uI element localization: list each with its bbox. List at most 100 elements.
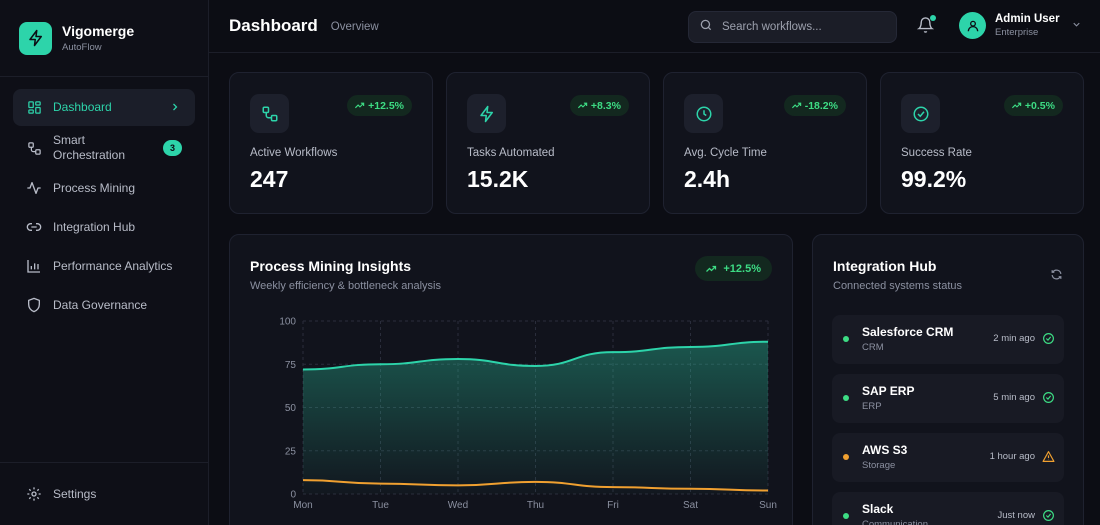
- status-dot: [843, 454, 849, 460]
- x-tick-label: Sun: [759, 500, 777, 511]
- trend-badge: -18.2%: [783, 95, 846, 116]
- integration-type: CRM: [862, 342, 884, 353]
- panel-title: Integration Hub: [833, 258, 937, 274]
- integration-hub-panel: Integration Hub Connected systems status…: [812, 234, 1084, 525]
- panel-subtitle: Connected systems status: [833, 280, 963, 292]
- sidebar-item-integration-hub[interactable]: Integration Hub: [13, 208, 195, 246]
- gear-icon: [26, 486, 42, 502]
- notification-badge: 3: [163, 140, 182, 156]
- sidebar-item-label: Dashboard: [53, 100, 112, 114]
- integration-time: 2 min ago: [993, 333, 1035, 344]
- check-circle-icon: [1042, 391, 1055, 409]
- stat-card-success-rate: +0.5% Success Rate 99.2%: [880, 72, 1084, 214]
- sidebar-nav: Dashboard Smart Orchestration 3 Process …: [0, 77, 208, 337]
- integration-time: 1 hour ago: [989, 451, 1035, 462]
- integration-item[interactable]: Salesforce CRM CRM 2 min ago: [832, 315, 1064, 364]
- stat-label: Avg. Cycle Time: [684, 147, 767, 159]
- stat-card-tasks-automated: +8.3% Tasks Automated 15.2K: [446, 72, 650, 214]
- breadcrumb: Overview: [330, 21, 379, 33]
- x-tick-label: Wed: [448, 500, 468, 511]
- trending-up-icon: [355, 102, 365, 109]
- trend-value: +12.5%: [723, 262, 761, 275]
- y-tick-label: 75: [285, 360, 297, 371]
- notification-dot: [930, 15, 936, 21]
- trend-badge: +0.5%: [1003, 95, 1063, 116]
- x-tick-label: Mon: [293, 500, 312, 511]
- app-name: Vigomerge: [62, 23, 135, 39]
- search-input[interactable]: [722, 21, 882, 33]
- shield-icon: [26, 297, 42, 313]
- check-circle-icon: [1042, 332, 1055, 350]
- panel-title: Process Mining Insights: [250, 258, 412, 274]
- sidebar-item-performance-analytics[interactable]: Performance Analytics: [13, 247, 195, 285]
- search-box: [688, 11, 897, 43]
- sidebar-item-smart-orchestration[interactable]: Smart Orchestration 3: [13, 128, 195, 168]
- activity-icon: [26, 180, 42, 196]
- sidebar-item-data-governance[interactable]: Data Governance: [13, 286, 195, 324]
- integration-item[interactable]: Slack Communication Just now: [832, 492, 1064, 525]
- link-icon: [26, 219, 42, 235]
- integration-item[interactable]: SAP ERP ERP 5 min ago: [832, 374, 1064, 423]
- x-tick-label: Fri: [607, 500, 619, 511]
- sidebar-item-settings[interactable]: Settings: [0, 462, 208, 525]
- integration-name: Salesforce CRM: [862, 325, 954, 339]
- trend-value: +0.5%: [1024, 99, 1055, 112]
- bell-icon[interactable]: [916, 15, 936, 36]
- trend-badge: +12.5%: [695, 256, 772, 281]
- integration-item[interactable]: AWS S3 Storage 1 hour ago: [832, 433, 1064, 482]
- stat-value: 15.2K: [467, 166, 529, 192]
- process-mining-chart: 0 25 50 75 100 Mon Tue Wed Thu Fri Sat Sun: [279, 317, 777, 512]
- refresh-icon[interactable]: [1050, 268, 1063, 286]
- integration-type: ERP: [862, 401, 882, 412]
- warning-icon: [1042, 450, 1055, 468]
- check-circle-icon: [1042, 509, 1055, 525]
- stat-value: 247: [250, 166, 289, 192]
- integration-type: Storage: [862, 460, 896, 471]
- app-subtitle: AutoFlow: [62, 42, 102, 53]
- y-tick-label: 100: [279, 317, 296, 328]
- trend-value: +12.5%: [368, 99, 404, 112]
- brand: Vigomerge AutoFlow: [0, 0, 208, 77]
- y-tick-label: 50: [285, 403, 297, 414]
- user-menu[interactable]: Admin User Enterprise: [959, 12, 1082, 39]
- lightning-icon: [19, 21, 52, 55]
- top-bar: Dashboard Overview Admin User Enterprise: [209, 0, 1100, 53]
- stat-card-cycle-time: -18.2% Avg. Cycle Time 2.4h: [663, 72, 867, 214]
- trending-up-icon: [791, 102, 801, 109]
- integration-name: SAP ERP: [862, 384, 915, 398]
- sidebar-item-dashboard[interactable]: Dashboard: [13, 89, 195, 126]
- process-mining-panel: Process Mining Insights Weekly efficienc…: [229, 234, 793, 525]
- stat-label: Success Rate: [901, 147, 972, 159]
- search-icon: [699, 18, 713, 37]
- area-fill: [303, 341, 768, 494]
- x-tick-label: Tue: [372, 500, 389, 511]
- trending-up-icon: [1011, 102, 1022, 109]
- trend-value: +8.3%: [590, 99, 621, 112]
- layout-grid-icon: [26, 100, 42, 116]
- stat-card-active-workflows: +12.5% Active Workflows 247: [229, 72, 433, 214]
- lightning-icon: [467, 94, 506, 133]
- workflow-icon: [26, 140, 42, 156]
- integration-time: 5 min ago: [993, 392, 1035, 403]
- sidebar-item-label: Smart Orchestration: [53, 133, 126, 162]
- stat-value: 2.4h: [684, 166, 731, 192]
- sidebar-item-label: Data Governance: [53, 297, 148, 312]
- page-title: Dashboard: [229, 16, 318, 35]
- integration-name: Slack: [862, 502, 894, 516]
- workflow-icon: [250, 94, 289, 133]
- sidebar-item-label: Performance Analytics: [53, 258, 173, 273]
- stat-value: 99.2%: [901, 166, 967, 192]
- trend-value: -18.2%: [804, 99, 838, 112]
- avatar: [959, 12, 986, 39]
- y-tick-label: 25: [285, 446, 297, 457]
- status-dot: [843, 395, 849, 401]
- stat-label: Active Workflows: [250, 147, 338, 159]
- sidebar: Vigomerge AutoFlow Dashboard Smart Orche…: [0, 0, 209, 525]
- sidebar-item-label: Settings: [53, 487, 97, 501]
- series-line: [302, 479, 769, 492]
- chevron-right-icon: [169, 101, 181, 116]
- chevron-down-icon: [1071, 17, 1082, 35]
- integration-name: AWS S3: [862, 443, 908, 457]
- sidebar-item-process-mining[interactable]: Process Mining: [13, 169, 195, 207]
- user-name: Admin User: [995, 13, 1060, 25]
